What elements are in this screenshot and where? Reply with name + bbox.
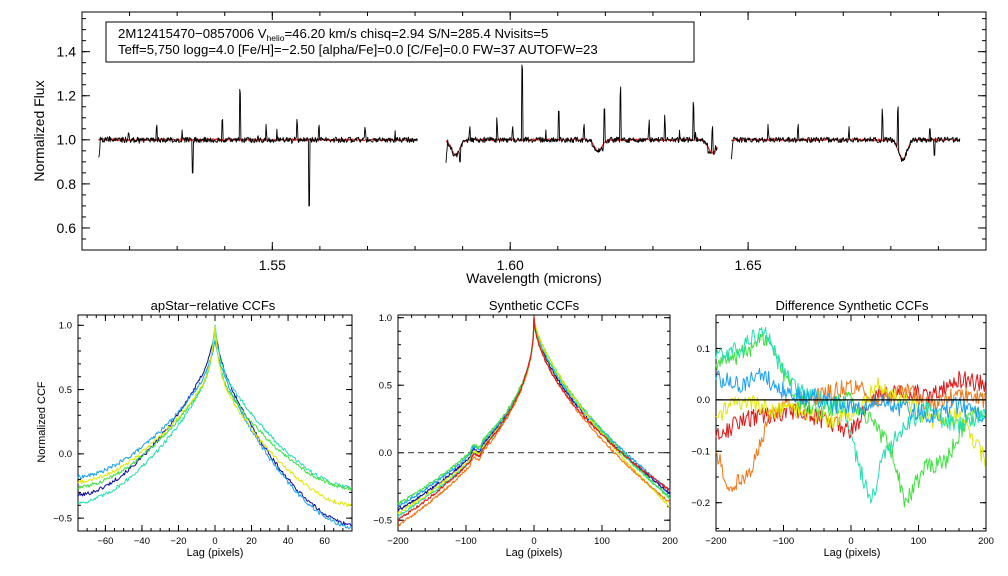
apstar-ccf-title: apStar−relative CCFs (151, 298, 276, 313)
y-tick-label: 0.5 (59, 385, 72, 396)
synthetic-spectrum-chip-3 (731, 138, 961, 161)
x-tick-label: 1.65 (734, 257, 761, 273)
x-tick-label: −200 (705, 536, 726, 547)
y-tick-label: 0.8 (57, 176, 77, 192)
spectrum-ticks: 1.55 1.60 1.65 0.6 0.8 1.0 1.2 1.4 (57, 12, 987, 273)
difference-ccf-title: Difference Synthetic CCFs (776, 298, 929, 313)
synthetic-spectrum-chip-2 (445, 138, 718, 157)
info-line-1-b: =46.20 km/s chisq=2.94 S/N=285.4 Nvisits… (284, 26, 548, 41)
apstar-ccf-line-2 (77, 340, 353, 530)
synthetic-ccf-title: Synthetic CCFs (489, 298, 580, 313)
x-tick-label: −200 (387, 536, 408, 547)
x-tick-label: 0 (531, 536, 536, 547)
apstar-ccf-ticks: −60 −40 −20 0 20 40 60 −0.5 0.0 0.5 1.0 (53, 315, 353, 547)
x-tick-label: 40 (283, 536, 294, 547)
synthetic-ccf-frame (397, 314, 671, 532)
x-tick-label: 200 (978, 536, 994, 547)
apstar-ccf-ylabel: Normalized CCF (36, 381, 48, 463)
spectrum-ylabel: Normalized Flux (31, 80, 47, 181)
observed-spectrum-chip-1 (98, 88, 418, 207)
y-tick-label: 0.5 (379, 381, 392, 392)
synthetic-ccf-line-2 (397, 317, 671, 508)
synthetic-ccf-panel: Synthetic CCFs −200 −100 0 100 200 −0.5 0.0 0.5… (373, 298, 678, 559)
synthetic-ccf-line-5 (397, 318, 671, 514)
info-line-1: 2M12415470−0857006 Vhelio=46.20 km/s chi… (118, 26, 548, 43)
difference-ccf-line-6 (715, 367, 986, 424)
y-tick-label: 1.4 (57, 44, 77, 60)
info-line-1-a: 2M12415470−0857006 V (118, 26, 267, 41)
difference-ccf-plot (715, 326, 986, 508)
difference-ccf-line-2 (715, 379, 986, 493)
difference-ccf-panel: Difference Synthetic CCFs −200 −100 0 100 20… (691, 298, 994, 559)
apstar-ccf-plot (77, 324, 353, 530)
observed-spectrum-chip-3 (731, 106, 961, 163)
apstar-ccf-panel: apStar−relative CCFs −60 −40 −20 0 20 40 60 −0.… (36, 298, 353, 559)
y-tick-label: 0.6 (57, 220, 77, 236)
y-tick-label: 1.0 (379, 313, 392, 324)
y-tick-label: 0.0 (59, 449, 72, 460)
apstar-ccf-xlabel: Lag (pixels) (187, 547, 244, 559)
apstar-ccf-line-1 (77, 329, 353, 527)
info-line-1-sub: helio (267, 33, 285, 43)
x-tick-label: −60 (97, 536, 113, 547)
spectrum-xlabel: Wavelength (microns) (466, 270, 602, 286)
y-tick-label: 1.2 (57, 88, 77, 104)
synthetic-ccf-line-4 (397, 318, 671, 505)
spectrum-panel: 1.55 1.60 1.65 0.6 0.8 1.0 1.2 1.4 Wavelength (… (31, 11, 987, 286)
spectrum-frame (81, 11, 987, 251)
x-tick-label: 20 (246, 536, 257, 547)
observed-spectrum-chip-2 (445, 64, 718, 163)
difference-ccf-line-5 (715, 326, 986, 504)
info-box (105, 21, 695, 63)
x-tick-label: −40 (134, 536, 150, 547)
y-tick-label: 0.0 (379, 448, 392, 459)
y-tick-label: −0.5 (53, 513, 72, 524)
synthetic-ccf-ticks: −200 −100 0 100 200 −0.5 0.0 0.5 1.0 (373, 313, 678, 547)
synthetic-ccf-xlabel: Lag (pixels) (506, 547, 563, 559)
x-tick-label: −20 (170, 536, 186, 547)
y-tick-label: −0.1 (691, 447, 710, 458)
difference-ccf-line-4 (715, 330, 986, 508)
x-tick-label: 1.60 (497, 257, 524, 273)
x-tick-label: 0 (848, 536, 853, 547)
x-tick-label: 60 (319, 536, 330, 547)
y-tick-label: 1.0 (59, 321, 72, 332)
y-tick-label: −0.2 (691, 498, 710, 509)
synthetic-ccf-line-1 (397, 316, 671, 512)
synthetic-ccf-line-6 (397, 316, 671, 527)
y-tick-label: 0.1 (697, 344, 710, 355)
x-tick-label: 200 (662, 536, 678, 547)
x-tick-label: 100 (911, 536, 927, 547)
synthetic-ccf-line-7 (397, 316, 671, 522)
info-line-2: Teff=5,750 logg=4.0 [Fe/H]=−2.50 [alpha/… (118, 42, 598, 57)
difference-ccf-ticks: −200 −100 0 100 200 −0.2 −0.1 0.0 0.1 (691, 315, 994, 547)
difference-ccf-line-3 (715, 377, 986, 469)
apstar-ccf-frame (77, 314, 353, 532)
spectrum-plot (98, 64, 961, 207)
y-tick-label: 0.0 (697, 395, 710, 406)
apstar-ccf-line-5 (77, 326, 353, 507)
y-tick-label: −0.5 (373, 516, 392, 527)
apstar-ccf-line-3 (77, 324, 353, 505)
x-tick-label: −100 (773, 536, 794, 547)
difference-ccf-xlabel: Lag (pixels) (824, 547, 881, 559)
synthetic-ccf-plot (397, 316, 671, 527)
x-tick-label: 0 (212, 536, 217, 547)
y-tick-label: 1.0 (57, 132, 77, 148)
apstar-ccf-line-4 (77, 327, 353, 491)
x-tick-label: 1.55 (259, 257, 286, 273)
x-tick-label: 100 (594, 536, 610, 547)
x-tick-label: −100 (455, 536, 476, 547)
